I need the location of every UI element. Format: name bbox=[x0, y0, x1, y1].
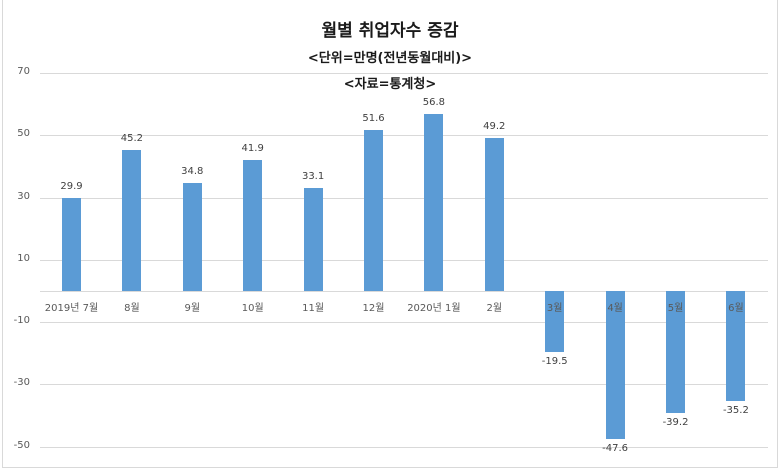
gridline bbox=[40, 384, 768, 385]
bar bbox=[545, 291, 565, 352]
y-tick-label: 30 bbox=[17, 191, 30, 202]
x-category-label: 5월 bbox=[667, 303, 684, 314]
gridline bbox=[40, 73, 768, 74]
data-label: -35.2 bbox=[722, 404, 749, 416]
bar bbox=[726, 291, 746, 401]
data-label: 34.8 bbox=[181, 165, 204, 177]
x-category-label: 9월 bbox=[184, 303, 201, 314]
y-tick-label: -10 bbox=[13, 315, 30, 326]
chart-title: 월별 취업자수 증감 bbox=[321, 21, 459, 41]
x-category-label: 4월 bbox=[607, 303, 623, 314]
bar bbox=[243, 160, 263, 291]
y-tick-label: -30 bbox=[13, 377, 30, 388]
x-category-label: 12월 bbox=[362, 303, 385, 314]
chart-unit-subtitle: <단위=만명(전년동월대비)> bbox=[307, 51, 473, 66]
data-label: 33.1 bbox=[301, 170, 325, 182]
y-tick-label: 50 bbox=[17, 128, 30, 139]
data-label: -39.2 bbox=[662, 417, 689, 429]
x-category-label: 2월 bbox=[486, 303, 503, 314]
data-label: 45.2 bbox=[120, 133, 144, 145]
x-category-label: 2020년 1월 bbox=[407, 303, 461, 314]
x-category-label: 8월 bbox=[124, 303, 140, 314]
data-label: 56.8 bbox=[422, 97, 446, 109]
bar bbox=[605, 291, 625, 440]
x-category-label: 2019년 7월 bbox=[44, 303, 99, 314]
y-tick-label: -50 bbox=[13, 440, 30, 451]
x-category-label: 11월 bbox=[302, 303, 325, 314]
data-label: 29.9 bbox=[60, 180, 83, 192]
gridline bbox=[40, 447, 768, 448]
data-label: -47.6 bbox=[602, 443, 629, 455]
x-category-label: 3월 bbox=[546, 303, 563, 314]
bar bbox=[424, 114, 444, 291]
zero-baseline bbox=[40, 291, 768, 292]
data-label: 49.2 bbox=[483, 120, 506, 132]
x-category-label: 6월 bbox=[728, 303, 744, 314]
y-tick-label: 10 bbox=[17, 253, 30, 264]
y-tick-label: 70 bbox=[17, 66, 30, 77]
data-label: 41.9 bbox=[241, 143, 264, 155]
bar bbox=[62, 197, 81, 291]
bar bbox=[484, 137, 504, 291]
bar bbox=[303, 187, 323, 291]
gridline bbox=[40, 322, 768, 323]
x-category-label: 10월 bbox=[241, 303, 264, 314]
data-label: 51.6 bbox=[362, 113, 385, 125]
bar bbox=[122, 150, 142, 291]
bar bbox=[182, 182, 202, 291]
gridline bbox=[40, 135, 768, 136]
gridline bbox=[40, 260, 768, 261]
data-label: -19.5 bbox=[541, 355, 568, 367]
bar bbox=[364, 130, 383, 291]
gridline bbox=[40, 198, 768, 199]
chart-source-subtitle: <자료=통계청> bbox=[343, 77, 437, 92]
bar bbox=[666, 291, 685, 414]
